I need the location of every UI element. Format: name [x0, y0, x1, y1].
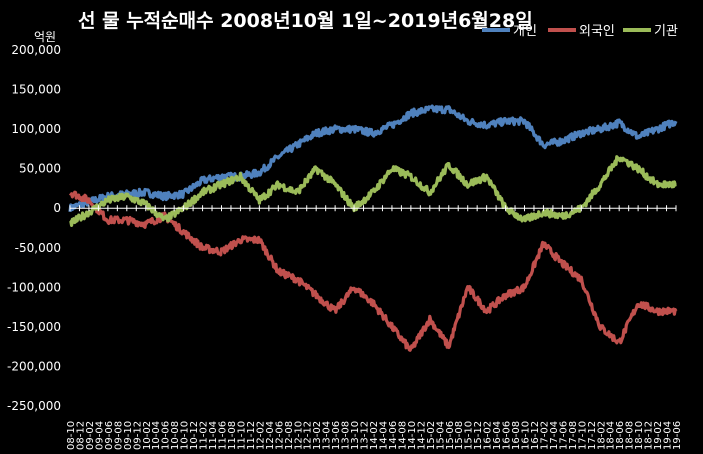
- x-tick-label: 12-12: [303, 421, 314, 450]
- chart-title: 선 물 누적순매수 2008년10월 1일~2019년6월28일: [78, 10, 533, 32]
- y-tick-label: 50,000: [19, 162, 61, 176]
- x-tick-label: 15-06: [445, 421, 456, 450]
- x-tick-label: 12-10: [293, 421, 304, 450]
- x-tick-label: 11-04: [208, 421, 219, 450]
- x-tick-label: 08-10: [66, 421, 77, 450]
- series-line-1: [68, 190, 678, 352]
- x-tick-label: 13-04: [322, 421, 333, 450]
- x-tick-label: 17-10: [577, 421, 588, 450]
- x-tick-label: 16-06: [502, 421, 513, 450]
- y-tick-label: 100,000: [11, 122, 61, 136]
- x-tick-label: 10-08: [170, 421, 181, 450]
- x-tick-label: 16-02: [483, 421, 494, 450]
- x-tick-label: 10-02: [142, 421, 153, 450]
- legend-label: 외국인: [579, 24, 615, 39]
- x-tick-label: 15-08: [454, 421, 465, 450]
- x-tick-label: 14-04: [378, 421, 389, 450]
- series-line-2: [69, 155, 677, 227]
- x-tick-label: 17-04: [549, 421, 560, 450]
- x-tick-label: 19-06: [672, 421, 683, 450]
- legend-label: 기관: [654, 24, 678, 39]
- x-tick-label: 10-12: [189, 421, 200, 450]
- x-tick-label: 16-12: [530, 421, 541, 450]
- chart-legend: 개인 외국인 기관: [482, 24, 678, 39]
- y-tick-label: 200,000: [11, 43, 61, 57]
- x-tick-label: 09-04: [94, 421, 105, 450]
- x-tick-label: 17-02: [539, 421, 550, 450]
- x-tick-label: 17-08: [568, 421, 579, 450]
- y-tick-label: 0: [53, 201, 61, 215]
- x-tick-label: 18-06: [615, 421, 626, 450]
- y-tick-label: -150,000: [7, 320, 61, 334]
- x-tick-label: 15-02: [426, 421, 437, 450]
- x-tick-label: 18-04: [606, 421, 617, 450]
- x-tick-label: 15-10: [464, 421, 475, 450]
- x-tick-label: 09-08: [113, 421, 124, 450]
- x-tick-label: 13-02: [312, 421, 323, 450]
- x-axis-ticks: 08-1008-1209-0209-0409-0609-0809-1009-12…: [66, 421, 683, 450]
- x-tick-label: 11-08: [227, 421, 238, 450]
- x-tick-label: 16-10: [521, 421, 532, 450]
- legend-label: 개인: [513, 24, 537, 39]
- x-tick-label: 19-04: [663, 421, 674, 450]
- x-tick-label: 10-10: [180, 421, 191, 450]
- series-lines: [68, 104, 678, 352]
- y-tick-label: -250,000: [7, 399, 61, 413]
- x-tick-label: 16-04: [492, 421, 503, 450]
- x-tick-label: 15-12: [473, 421, 484, 450]
- x-tick-label: 18-10: [634, 421, 645, 450]
- x-tick-label: 14-02: [369, 421, 380, 450]
- x-axis: [69, 205, 677, 212]
- x-tick-label: 08-12: [75, 421, 86, 450]
- y-tick-label: -50,000: [15, 241, 61, 255]
- x-tick-label: 10-06: [161, 421, 172, 450]
- x-tick-label: 13-06: [331, 421, 342, 450]
- x-tick-label: 17-12: [587, 421, 598, 450]
- x-tick-label: 09-12: [132, 421, 143, 450]
- x-tick-label: 10-04: [151, 421, 162, 450]
- x-tick-label: 18-02: [596, 421, 607, 450]
- x-tick-label: 09-06: [104, 421, 115, 450]
- x-tick-label: 15-04: [435, 421, 446, 450]
- x-tick-label: 18-08: [625, 421, 636, 450]
- y-tick-label: 150,000: [11, 83, 61, 97]
- x-tick-label: 09-10: [123, 421, 134, 450]
- x-tick-label: 12-02: [255, 421, 266, 450]
- y-axis-ticks: 200,000 150,000 100,000 50,000 0 -50,000 -100,…: [7, 43, 61, 413]
- x-tick-label: 17-06: [558, 421, 569, 450]
- x-tick-label: 11-02: [199, 421, 210, 450]
- x-tick-label: 11-12: [246, 421, 257, 450]
- x-tick-label: 14-12: [416, 421, 427, 450]
- x-tick-label: 14-10: [407, 421, 418, 450]
- x-tick-label: 14-06: [388, 421, 399, 450]
- x-tick-label: 13-08: [341, 421, 352, 450]
- x-tick-label: 12-04: [265, 421, 276, 450]
- x-tick-label: 12-08: [284, 421, 295, 450]
- x-tick-label: 13-10: [350, 421, 361, 450]
- x-tick-label: 12-06: [274, 421, 285, 450]
- y-tick-label: -100,000: [7, 280, 61, 294]
- x-tick-label: 11-10: [236, 421, 247, 450]
- x-tick-label: 16-08: [511, 421, 522, 450]
- x-tick-label: 09-02: [85, 421, 96, 450]
- y-axis-unit-label: 억원: [34, 30, 56, 44]
- x-tick-label: 18-12: [644, 421, 655, 450]
- series-line-0: [68, 104, 678, 212]
- x-tick-label: 11-06: [218, 421, 229, 450]
- x-tick-label: 19-02: [653, 421, 664, 450]
- x-tick-label: 13-12: [360, 421, 371, 450]
- y-tick-label: -200,000: [7, 359, 61, 373]
- x-tick-label: 14-08: [397, 421, 408, 450]
